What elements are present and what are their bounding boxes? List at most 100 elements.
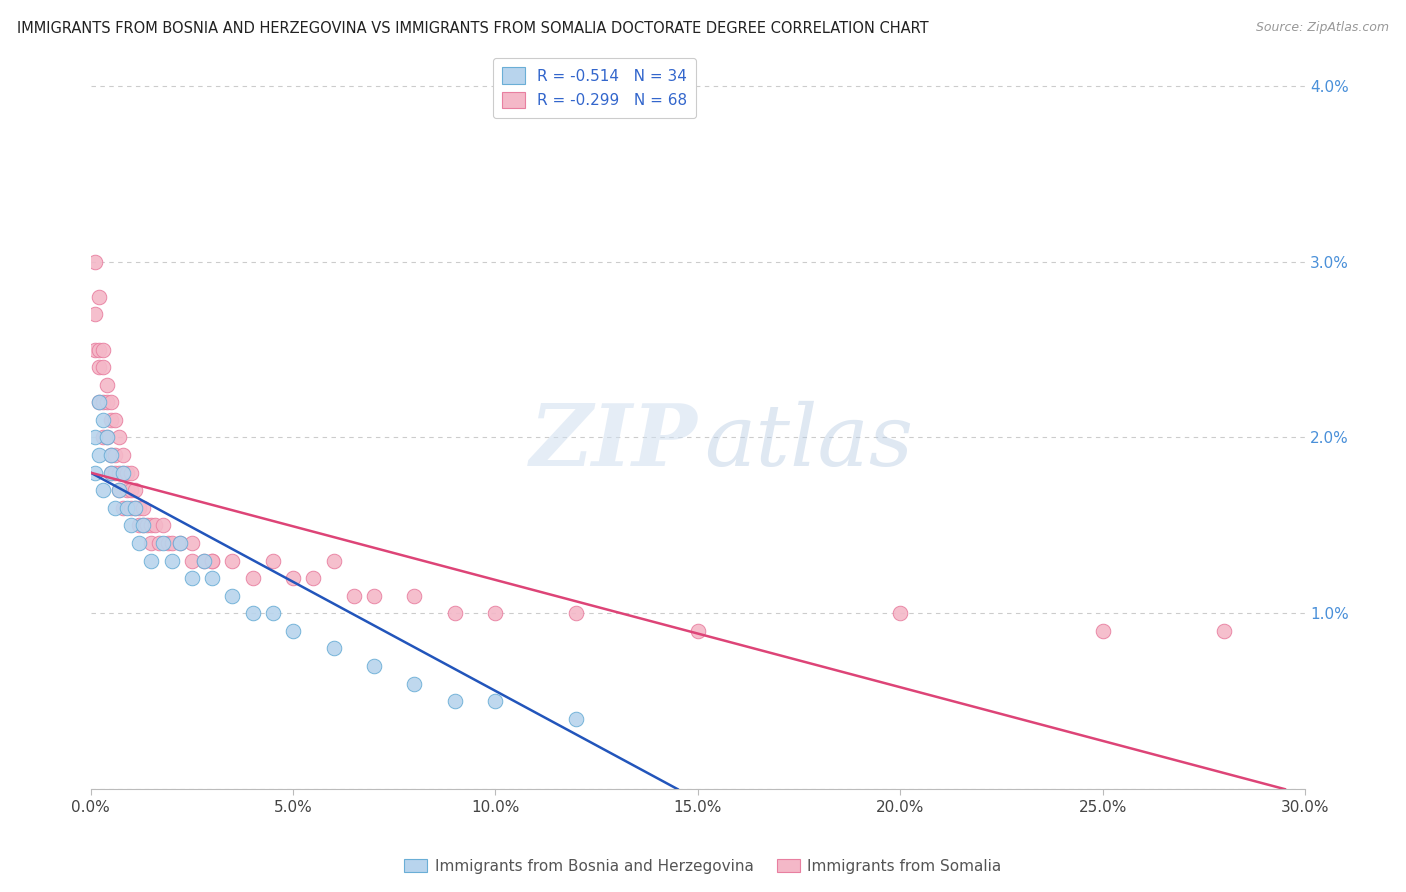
Point: [201, 571, 224, 585]
Point: [302, 571, 325, 585]
Point: [91, 430, 114, 444]
Point: [180, 536, 202, 550]
Point: [404, 589, 426, 603]
Point: [128, 518, 150, 533]
Point: [124, 500, 146, 515]
Point: [96, 377, 118, 392]
Point: [1091, 624, 1114, 638]
Point: [686, 624, 709, 638]
Legend: Immigrants from Bosnia and Herzegovina, Immigrants from Somalia: Immigrants from Bosnia and Herzegovina, …: [398, 853, 1008, 880]
Point: [100, 466, 122, 480]
Point: [100, 448, 122, 462]
Point: [136, 518, 159, 533]
Point: [115, 466, 138, 480]
Point: [156, 536, 179, 550]
Point: [242, 607, 264, 621]
Point: [104, 413, 127, 427]
Point: [132, 518, 155, 533]
Point: [87, 448, 110, 462]
Point: [115, 500, 138, 515]
Point: [91, 483, 114, 498]
Point: [120, 466, 142, 480]
Point: [444, 694, 467, 708]
Point: [128, 500, 150, 515]
Point: [281, 571, 304, 585]
Point: [100, 448, 122, 462]
Point: [160, 536, 183, 550]
Point: [87, 343, 110, 357]
Point: [111, 500, 134, 515]
Text: Source: ZipAtlas.com: Source: ZipAtlas.com: [1256, 21, 1389, 34]
Point: [108, 430, 131, 444]
Point: [108, 483, 131, 498]
Point: [128, 536, 150, 550]
Legend: R = -0.514   N = 34, R = -0.299   N = 68: R = -0.514 N = 34, R = -0.299 N = 68: [494, 58, 696, 118]
Point: [104, 448, 127, 462]
Point: [83, 430, 105, 444]
Point: [484, 694, 506, 708]
Point: [108, 483, 131, 498]
Point: [91, 395, 114, 409]
Point: [193, 553, 215, 567]
Point: [141, 518, 163, 533]
Point: [111, 466, 134, 480]
Point: [180, 571, 202, 585]
Point: [141, 553, 163, 567]
Point: [120, 500, 142, 515]
Point: [201, 553, 224, 567]
Point: [100, 395, 122, 409]
Point: [111, 466, 134, 480]
Point: [242, 571, 264, 585]
Point: [111, 448, 134, 462]
Point: [83, 466, 105, 480]
Point: [484, 607, 506, 621]
Point: [124, 500, 146, 515]
Point: [87, 395, 110, 409]
Point: [96, 430, 118, 444]
Point: [120, 483, 142, 498]
Point: [104, 466, 127, 480]
Point: [120, 518, 142, 533]
Point: [169, 536, 191, 550]
Point: [145, 518, 167, 533]
Point: [100, 413, 122, 427]
Point: [343, 589, 366, 603]
Text: ZIP: ZIP: [530, 401, 697, 483]
Point: [96, 395, 118, 409]
Point: [115, 483, 138, 498]
Point: [889, 607, 911, 621]
Point: [141, 536, 163, 550]
Point: [322, 553, 344, 567]
Point: [108, 466, 131, 480]
Point: [262, 553, 284, 567]
Point: [152, 536, 174, 550]
Point: [100, 466, 122, 480]
Text: atlas: atlas: [704, 401, 912, 483]
Point: [91, 413, 114, 427]
Point: [193, 553, 215, 567]
Point: [565, 712, 588, 726]
Point: [87, 360, 110, 375]
Point: [83, 254, 105, 268]
Point: [565, 607, 588, 621]
Point: [83, 343, 105, 357]
Point: [83, 307, 105, 321]
Point: [91, 343, 114, 357]
Point: [148, 536, 170, 550]
Point: [87, 290, 110, 304]
Point: [201, 553, 224, 567]
Point: [96, 430, 118, 444]
Point: [221, 553, 243, 567]
Point: [104, 500, 127, 515]
Point: [221, 589, 243, 603]
Point: [444, 607, 467, 621]
Point: [169, 536, 191, 550]
Point: [262, 607, 284, 621]
Point: [91, 360, 114, 375]
Point: [1213, 624, 1236, 638]
Point: [281, 624, 304, 638]
Point: [322, 641, 344, 656]
Point: [180, 553, 202, 567]
Point: [132, 500, 155, 515]
Point: [363, 659, 385, 673]
